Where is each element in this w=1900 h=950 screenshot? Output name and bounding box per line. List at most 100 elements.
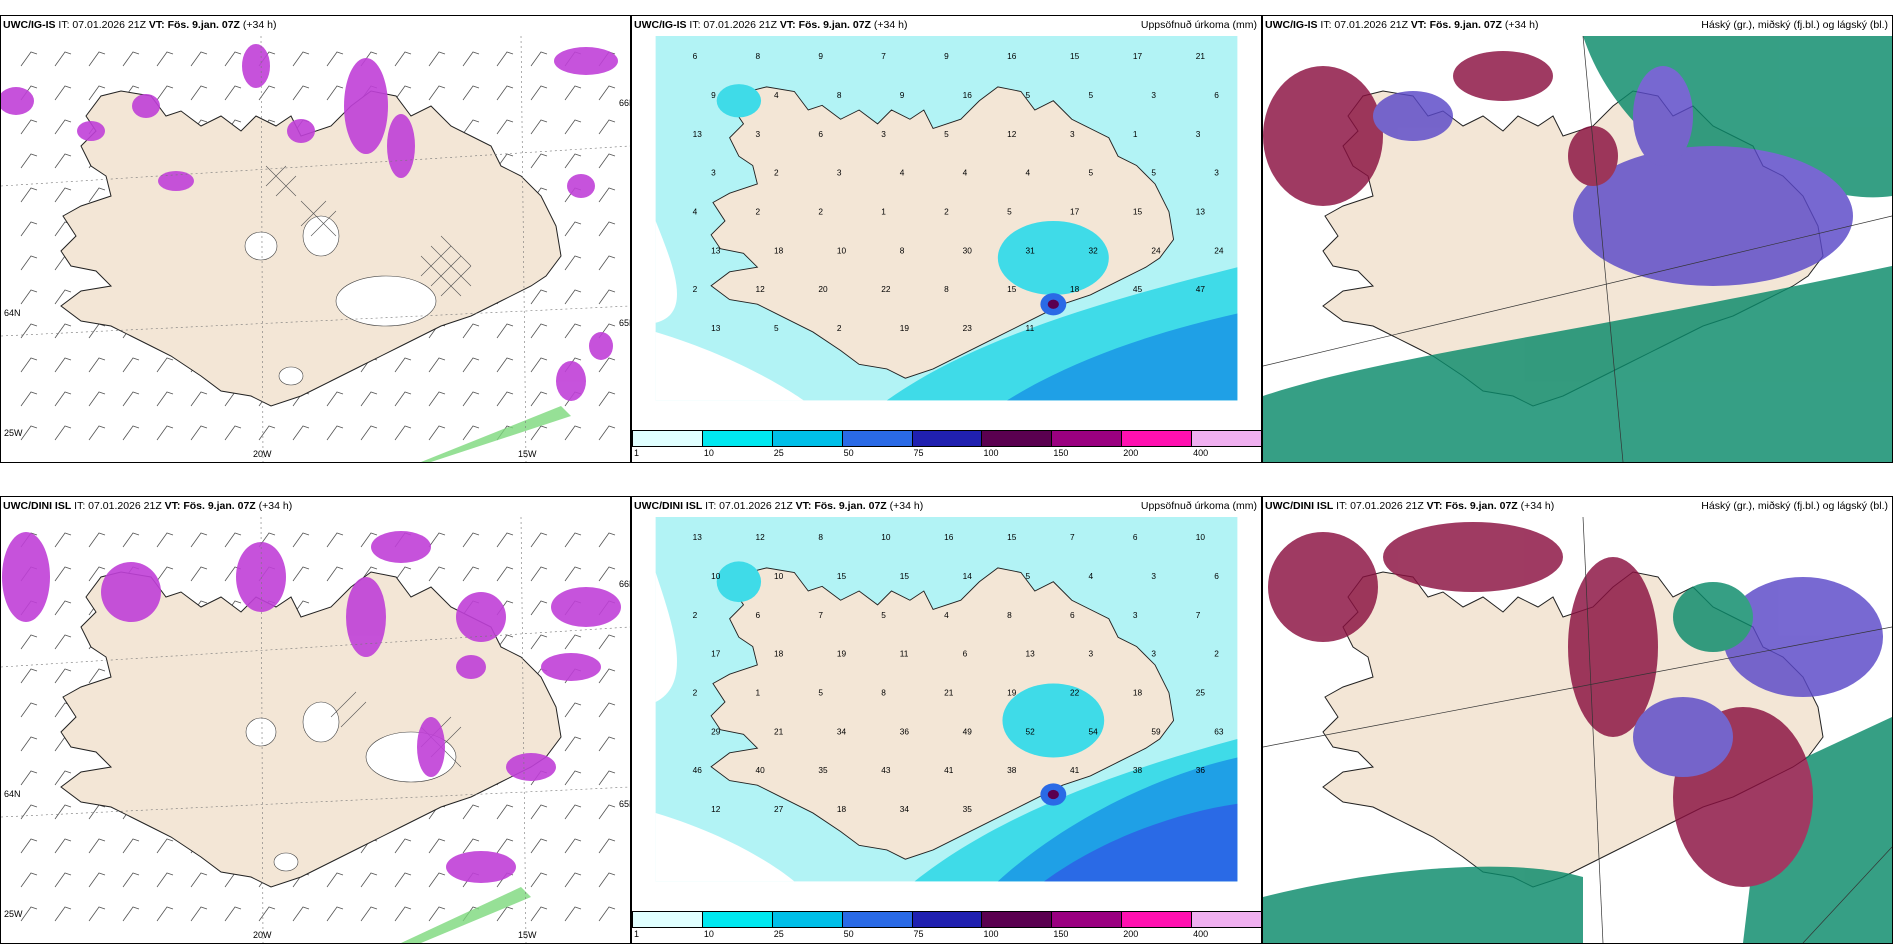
- precip-value-label: 8: [881, 688, 886, 698]
- precip-value-label: 18: [774, 245, 784, 255]
- precip-value-label: 13: [1026, 649, 1036, 659]
- precip-colorbar: 1 10 25 50 75 100 150 200 400: [632, 430, 1261, 462]
- colorbar-swatch: [841, 911, 913, 928]
- precip-value-label: 5: [1007, 207, 1012, 217]
- precip-value-label: 52: [1026, 726, 1036, 736]
- panel-dini-convective: UWC/DINI ISL IT: 07.01.2026 21Z VT: Fös.…: [0, 496, 631, 944]
- precip-value-label: 5: [1026, 571, 1031, 581]
- precip-value-label: 1: [881, 207, 886, 217]
- precip-value-label: 3: [881, 129, 886, 139]
- precip-value-label: 45: [1133, 284, 1143, 294]
- precip-value-label: 46: [693, 765, 703, 775]
- precip-value-label: 6: [693, 51, 698, 61]
- precip-value-label: 12: [711, 804, 721, 814]
- precip-value-label: 29: [711, 726, 721, 736]
- colorbar-swatch: [632, 911, 703, 928]
- lon-label-20w: 20W: [253, 449, 272, 459]
- precip-values: 6 8 9 7 9 16 15 17 219 4 8 9 16 5 5 3 613 3 6 3 5 12 3 1 33 2 3 4 4 4…: [693, 51, 1224, 333]
- precip-value-label: 17: [711, 649, 721, 659]
- precip-value-label: 19: [837, 649, 847, 659]
- panel-title: UWC/DINI ISL IT: 07.01.2026 21Z VT: Fös.…: [1265, 500, 1555, 512]
- precip-value-label: 10: [711, 571, 721, 581]
- precip-value-label: 3: [837, 168, 842, 178]
- precip-value-label: 7: [1070, 532, 1075, 542]
- precip-value-label: 9: [711, 90, 716, 100]
- panel-dini-clouds: UWC/DINI ISL IT: 07.01.2026 21Z VT: Fös.…: [1262, 496, 1893, 944]
- graticule: [1, 36, 630, 462]
- precip-value-label: 40: [756, 765, 766, 775]
- precip-value-label: 8: [756, 51, 761, 61]
- precip-value-label: 3: [1088, 649, 1093, 659]
- precip-value-label: 1: [1133, 129, 1138, 139]
- precip-value-label: 21: [1196, 51, 1206, 61]
- precip-value-label: 5: [1088, 90, 1093, 100]
- precip-value-label: 34: [837, 726, 847, 736]
- precip-value-label: 2: [756, 207, 761, 217]
- precip-value-label: 13: [711, 245, 721, 255]
- precip-value-label: 63: [1214, 726, 1224, 736]
- precip-value-label: 5: [944, 129, 949, 139]
- precip-value-label: 4: [1088, 571, 1093, 581]
- precip-value-label: 16: [944, 532, 954, 542]
- colorbar-swatch: [701, 911, 773, 928]
- precip-value-label: 4: [1026, 168, 1031, 178]
- colorbar-label: 50: [843, 448, 854, 458]
- precip-value-label: 3: [711, 168, 716, 178]
- precip-value-label: 7: [881, 51, 886, 61]
- precip-value-label: 15: [1070, 51, 1080, 61]
- precip-value-label: 12: [756, 532, 766, 542]
- precip-value-label: 47: [1196, 284, 1206, 294]
- precip-value-label: 12: [1007, 129, 1017, 139]
- precip-bands: [655, 84, 1238, 401]
- precip-value-label: 12: [756, 284, 766, 294]
- colorbar-swatch: [632, 430, 703, 447]
- precip-value-label: 38: [1133, 765, 1143, 775]
- precip-value-label: 41: [1070, 765, 1080, 775]
- precip-value-label: 59: [1151, 726, 1161, 736]
- precip-value-label: 3: [1133, 610, 1138, 620]
- precip-value-label: 43: [881, 765, 891, 775]
- panel-field-label: Háský (gr.), miðský (fj.bl.) og lágský (…: [1701, 500, 1888, 512]
- colorbar-swatch: [911, 911, 983, 928]
- lon-label-25w: 25W: [4, 909, 23, 919]
- colorbar-label: 400: [1193, 448, 1209, 458]
- precip-value-label: 11: [900, 649, 909, 659]
- colorbar-swatch: [1051, 911, 1123, 928]
- panel-title: UWC/IG-IS IT: 07.01.2026 21Z VT: Fös. 9.…: [634, 19, 908, 31]
- colorbar-label: 200: [1123, 448, 1139, 458]
- panel-field-label: Uppsöfnuð úrkoma (mm): [1140, 19, 1257, 31]
- snow-areas: [244, 215, 437, 386]
- precip-value-label: 5: [1026, 90, 1031, 100]
- precip-value-label: 30: [963, 245, 973, 255]
- precip-value-label: 10: [881, 532, 891, 542]
- precip-value-label: 10: [837, 245, 847, 255]
- precip-value-label: 34: [900, 804, 910, 814]
- precip-value-label: 24: [1151, 245, 1161, 255]
- precip-value-label: 13: [1196, 207, 1206, 217]
- wind-convective-map: 20W 15W 25W 64N 66N 65N: [1, 517, 630, 943]
- precip-value-label: 18: [1070, 284, 1080, 294]
- precip-value-label: 15: [837, 571, 847, 581]
- precip-value-label: 2: [1214, 649, 1219, 659]
- precip-value-label: 8: [818, 532, 823, 542]
- precip-value-label: 32: [1088, 245, 1098, 255]
- panel-title: UWC/DINI ISL IT: 07.01.2026 21Z VT: Fös.…: [634, 500, 924, 512]
- precip-value-label: 27: [774, 804, 784, 814]
- precip-value-label: 16: [963, 90, 973, 100]
- cloud-coastline-overlay: [1263, 517, 1892, 943]
- colorbar-swatch: [1191, 430, 1261, 447]
- precip-value-label: 1: [756, 688, 761, 698]
- precip-value-label: 3: [1070, 129, 1075, 139]
- lat-label-66n: 66N: [619, 98, 630, 108]
- precip-value-label: 3: [1214, 168, 1219, 178]
- precip-value-label: 21: [944, 688, 954, 698]
- precip-value-label: 7: [818, 610, 823, 620]
- precip-value-label: 19: [900, 323, 910, 333]
- lat-label-64n: 64N: [4, 789, 21, 799]
- precip-value-label: 6: [756, 610, 761, 620]
- precip-value-label: 13: [693, 129, 703, 139]
- colorbar-label: 75: [913, 448, 924, 458]
- precip-value-label: 15: [1133, 207, 1143, 217]
- precip-value-label: 6: [1214, 90, 1219, 100]
